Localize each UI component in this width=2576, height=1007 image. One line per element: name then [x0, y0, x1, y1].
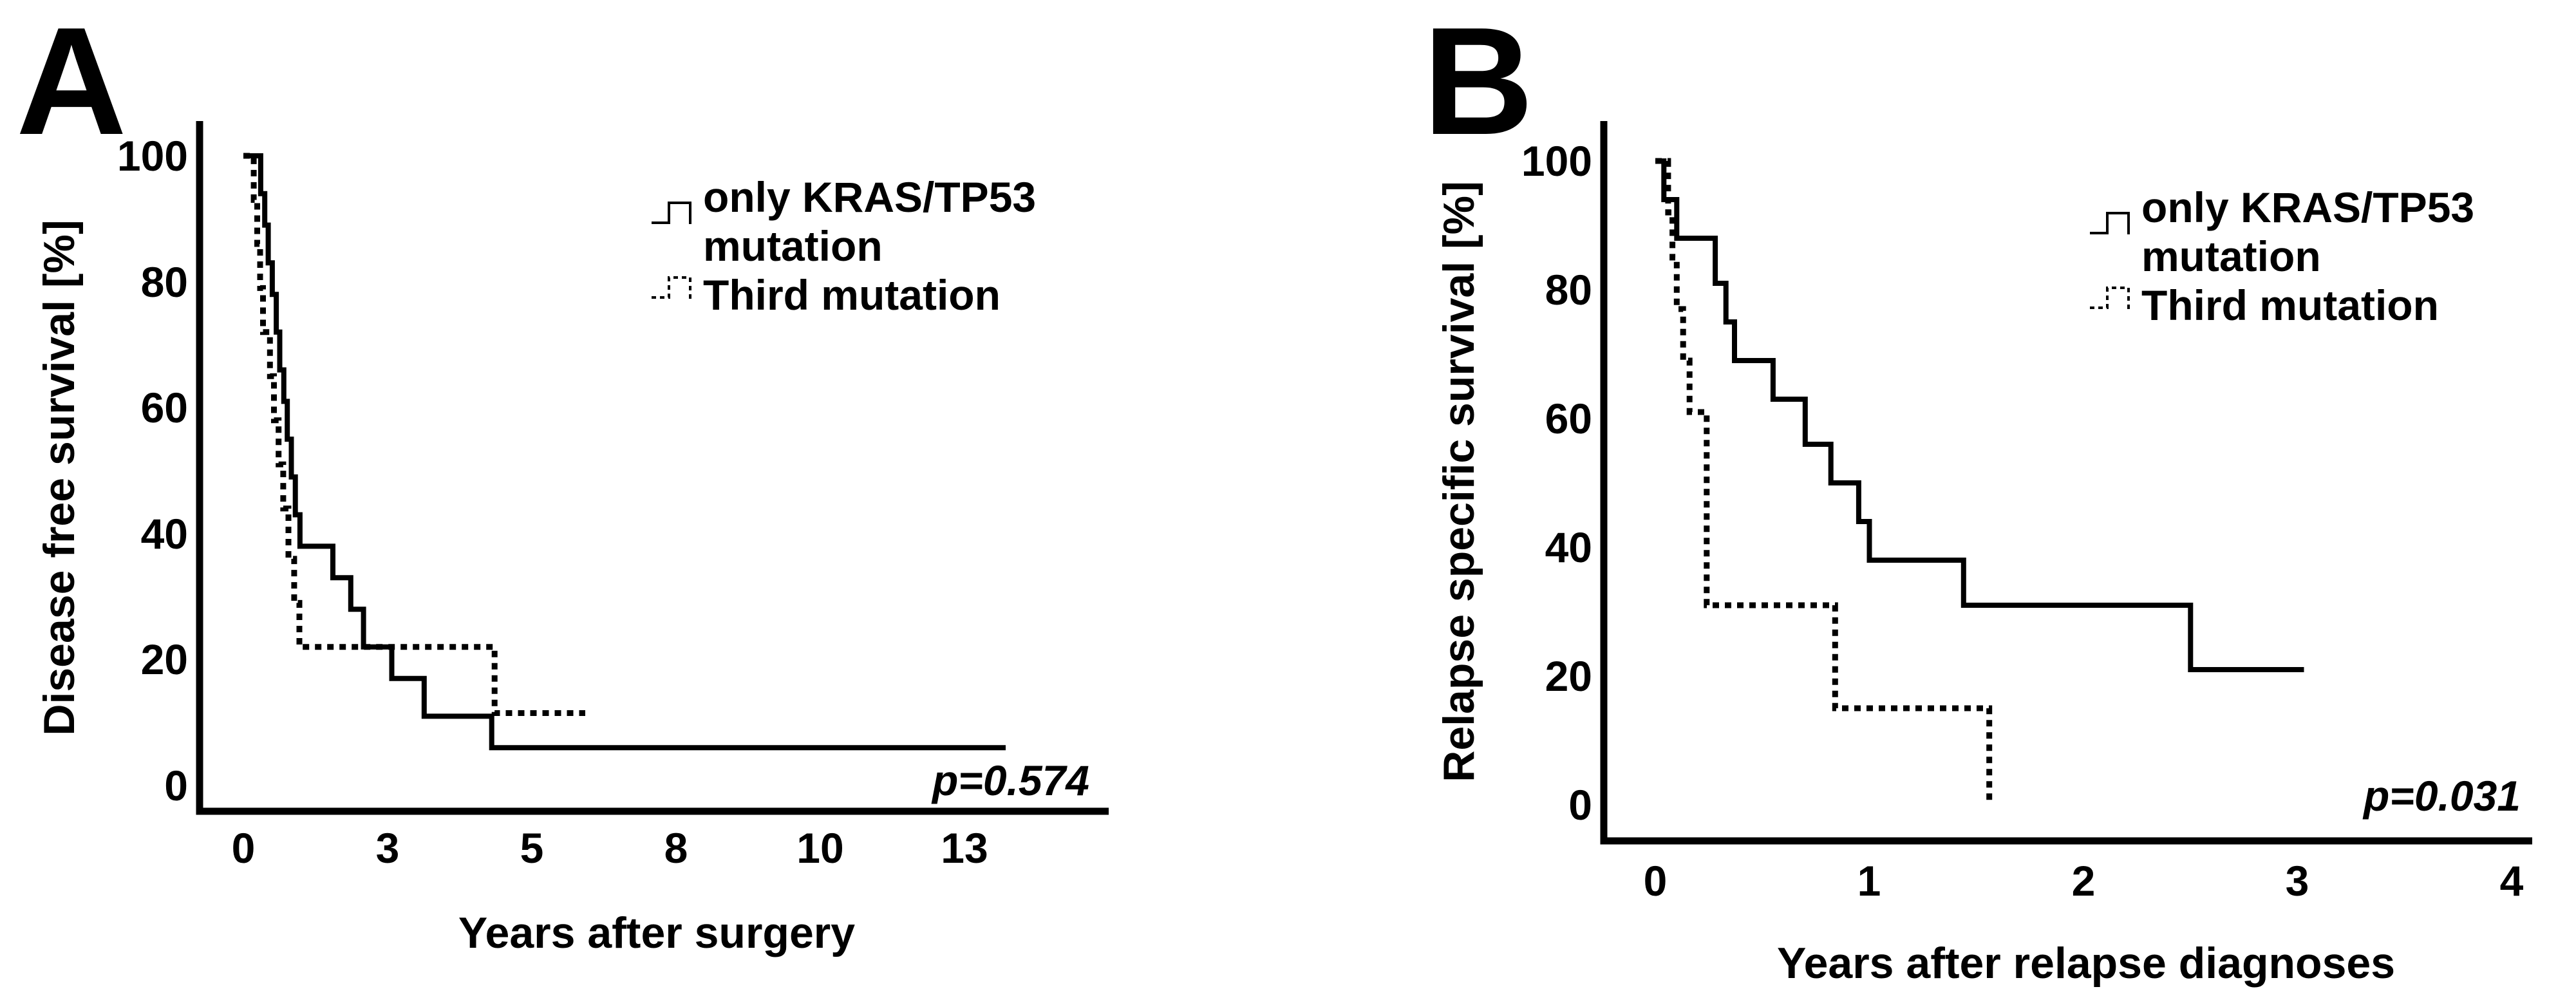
panel-b-letter: B: [1423, 0, 1534, 167]
panel-b-y-tick-label: 0: [1568, 781, 1592, 829]
panel-a-legend-label-solid: only KRAS/TP53 mutation: [703, 173, 1037, 270]
panel-b-axes: [1600, 121, 2532, 845]
panel-b-y-tick-label: 80: [1545, 266, 1592, 314]
panel-a-x-tick-label: 10: [796, 824, 844, 872]
panel-a-y-tick-label: 80: [140, 258, 188, 306]
km-curve-dotted-panel-a: [243, 153, 585, 716]
panel-b-legend-label-dotted: Third mutation: [2141, 281, 2439, 329]
km-curve-dotted-panel-b: [1655, 158, 1993, 805]
panel-a-y-tick-label: 40: [140, 509, 188, 558]
km-curve-solid-panel-a: [243, 153, 1006, 751]
panel-b-x-tick-label: 3: [2285, 857, 2309, 905]
panel-b-y-tick-label: 60: [1545, 395, 1592, 442]
panel-b-x-tick-label: 4: [2499, 857, 2524, 905]
panel-a-y-tick-label: 60: [140, 384, 188, 432]
panel-b-y-tick-label: 100: [1521, 137, 1592, 185]
panel-a-x-tick-label: 13: [941, 824, 988, 872]
panel-b-y-tick-label: 40: [1545, 523, 1592, 571]
panel-a-x-tick-label: 0: [231, 824, 256, 872]
panel-b-legend-label-solid: only KRAS/TP53 mutation: [2141, 184, 2475, 280]
panel-a-x-tick-label: 8: [664, 824, 688, 872]
panel-a-x-axis-title: Years after surgery: [458, 908, 856, 957]
dotted-line-sample-icon: [2090, 287, 2130, 309]
panel-a-y-tick-label: 0: [164, 762, 188, 809]
panel-a-axes: [196, 121, 1109, 815]
panel-a-legend-label-dotted: Third mutation: [703, 271, 1001, 319]
panel-b-p-value: p=0.031: [2363, 772, 2521, 820]
panel-b-x-tick-label: 1: [1857, 857, 1881, 905]
panel-a-y-tick-label: 100: [117, 132, 188, 180]
panel-b-x-axis-title: Years after relapse diagnoses: [1776, 939, 2396, 988]
dotted-line-sample-icon: [652, 276, 691, 299]
panel-a-letter: A: [16, 0, 127, 167]
panel-b-y-tick-label: 20: [1545, 652, 1592, 700]
panel-a-y-tick-label: 20: [140, 635, 188, 684]
panel-a-p-value: p=0.574: [932, 757, 1089, 804]
panel-a-x-tick-label: 3: [375, 824, 400, 872]
panel-a-x-tick-label: 5: [520, 824, 544, 872]
panel-b-x-tick-label: 2: [2071, 857, 2096, 905]
solid-line-sample-icon: [652, 202, 691, 224]
panel-b-x-tick-label: 0: [1643, 857, 1668, 905]
km-curve-solid-panel-b: [1655, 158, 2304, 672]
solid-line-sample-icon: [2090, 212, 2130, 234]
